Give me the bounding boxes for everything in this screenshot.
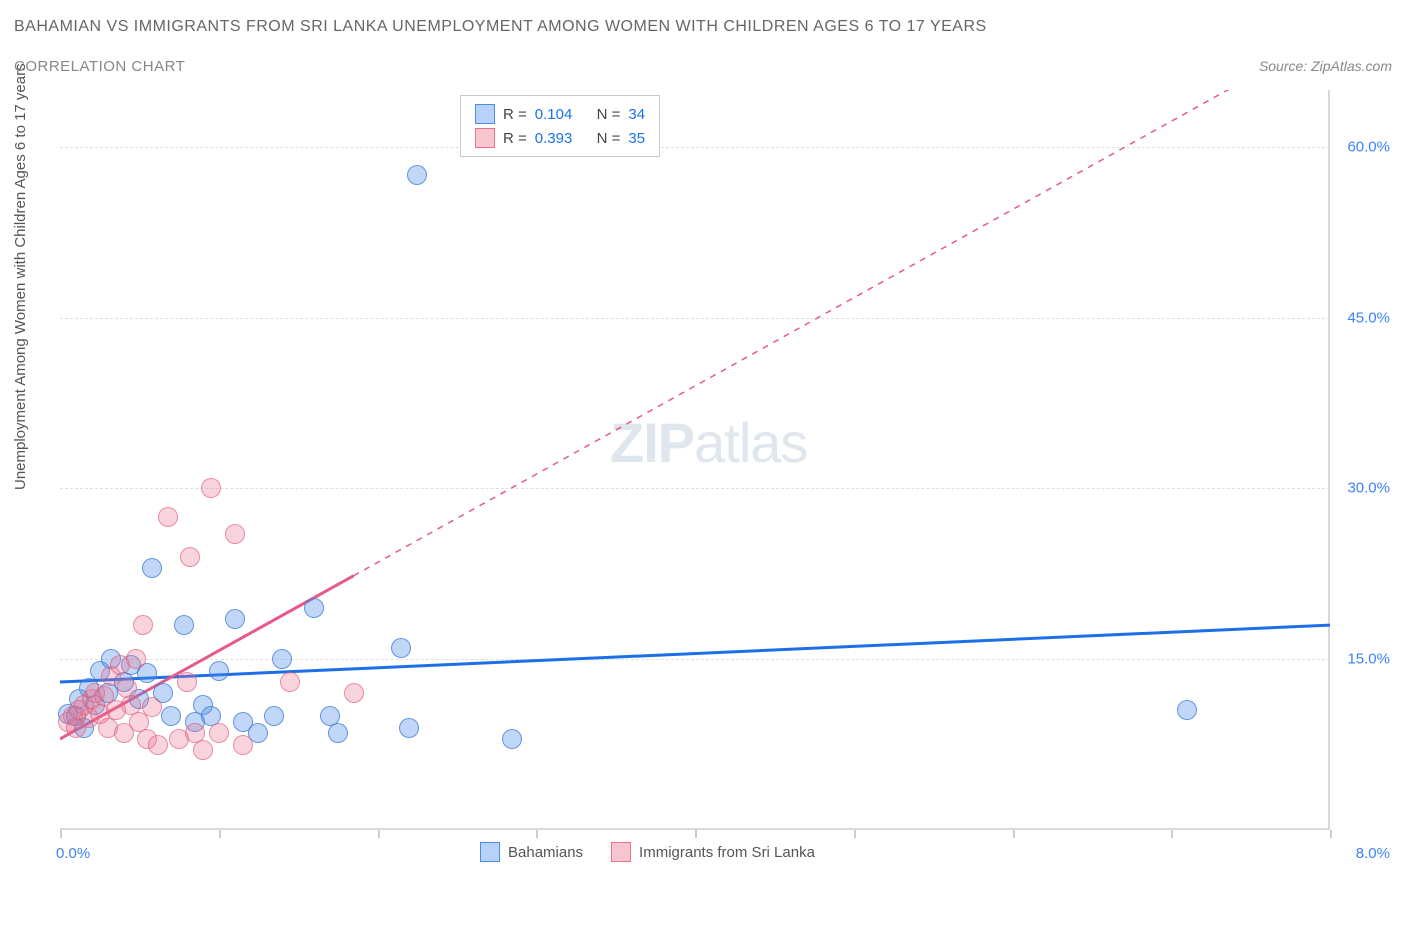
chart-plot-area: 15.0%30.0%45.0%60.0% R = 0.104 N = 34 R … [60,90,1330,830]
y-tick-label: 60.0% [1347,138,1390,155]
data-point [142,558,162,578]
r-value-bahamians: 0.104 [535,106,573,123]
swatch-blue-icon [480,842,500,862]
correlation-stats-box: R = 0.104 N = 34 R = 0.393 N = 35 [460,95,660,157]
x-tick-end: 8.0% [1356,845,1390,862]
swatch-pink-icon [611,842,631,862]
data-point [280,672,300,692]
r-value-srilanka: 0.393 [535,130,573,147]
data-point [407,165,427,185]
data-point [148,735,168,755]
x-tick [1330,830,1332,838]
n-value-srilanka: 35 [628,130,645,147]
data-point [133,615,153,635]
data-point [264,706,284,726]
data-point [142,697,162,717]
gridline [60,488,1330,489]
data-point [161,706,181,726]
gridline [60,659,1330,660]
data-point [225,609,245,629]
data-point [502,729,522,749]
data-point [344,683,364,703]
x-tick [219,830,221,838]
x-tick [60,830,62,838]
data-point [209,723,229,743]
data-point [304,598,324,618]
n-value-bahamians: 34 [628,106,645,123]
data-point [180,547,200,567]
gridline [60,318,1330,319]
legend: Bahamians Immigrants from Sri Lanka [480,842,815,862]
y-tick-label: 45.0% [1347,309,1390,326]
chart-subtitle: CORRELATION CHART [14,58,185,75]
data-point [193,740,213,760]
x-tick [1013,830,1015,838]
x-tick [536,830,538,838]
source-label: Source: ZipAtlas.com [1259,58,1392,74]
legend-item-bahamians: Bahamians [480,842,583,862]
data-point [209,661,229,681]
y-tick-label: 15.0% [1347,651,1390,668]
data-point [399,718,419,738]
gridline [60,147,1330,148]
legend-item-srilanka: Immigrants from Sri Lanka [611,842,815,862]
data-point [1177,700,1197,720]
chart-title: BAHAMIAN VS IMMIGRANTS FROM SRI LANKA UN… [14,18,987,36]
x-tick [1171,830,1173,838]
data-point [177,672,197,692]
data-point [158,507,178,527]
stats-row-srilanka: R = 0.393 N = 35 [475,126,645,150]
data-point [233,735,253,755]
data-point [126,649,146,669]
data-point [272,649,292,669]
data-point [201,478,221,498]
data-point [328,723,348,743]
x-tick [695,830,697,838]
x-tick [854,830,856,838]
stats-row-bahamians: R = 0.104 N = 34 [475,102,645,126]
x-tick [378,830,380,838]
data-point [391,638,411,658]
x-tick-start: 0.0% [56,845,90,862]
y-axis-right-line [1328,90,1330,830]
swatch-pink-icon [475,128,495,148]
swatch-blue-icon [475,104,495,124]
y-tick-label: 30.0% [1347,480,1390,497]
data-point [225,524,245,544]
data-point [174,615,194,635]
y-axis-label: Unemployment Among Women with Children A… [12,63,29,490]
